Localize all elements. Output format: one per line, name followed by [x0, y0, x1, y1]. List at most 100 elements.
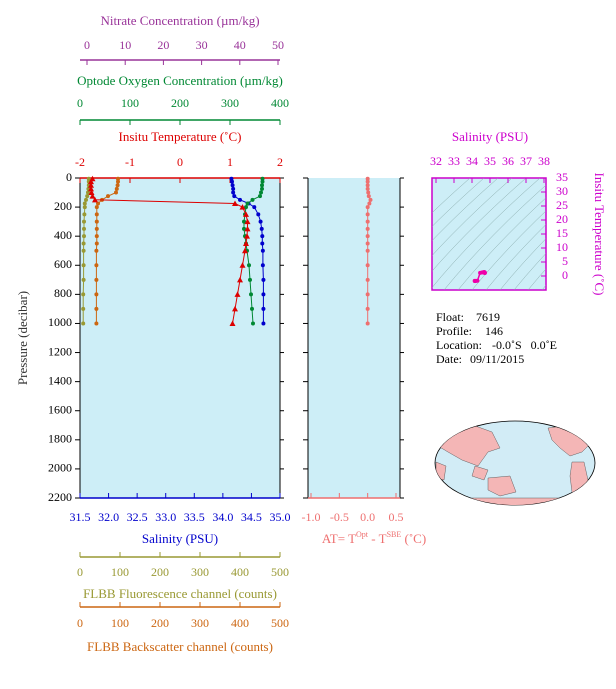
data-point	[94, 219, 99, 224]
x-tick-label: 40	[234, 38, 246, 52]
data-point	[114, 190, 118, 195]
x-tick-label: 35	[484, 154, 496, 168]
x-tick-label: 0	[77, 616, 83, 630]
data-point	[94, 205, 99, 210]
density-contour	[432, 178, 485, 227]
data-point	[259, 226, 264, 231]
x-axis-title: FLBB Fluorescence channel (counts)	[83, 586, 277, 601]
data-point	[252, 205, 257, 210]
info-value: 09/11/2015	[470, 352, 524, 366]
x-tick-label: -0.5	[330, 510, 349, 524]
data-point	[94, 277, 99, 282]
data-point	[365, 183, 370, 188]
data-point	[232, 200, 238, 206]
data-point	[116, 179, 120, 184]
data-point	[243, 240, 249, 246]
y-tick-label: 5	[562, 254, 568, 268]
data-point	[237, 276, 243, 283]
y-tick-label: 1000	[48, 315, 72, 329]
x-tick-label: 1	[227, 155, 233, 169]
data-point	[365, 226, 370, 231]
x-tick-label: 30	[196, 38, 208, 52]
x-tick-label: -2	[75, 155, 85, 169]
data-point	[88, 182, 94, 188]
data-point	[250, 306, 254, 311]
data-point	[251, 321, 255, 326]
x-axis-title-part: SBE	[387, 530, 402, 539]
info-value: -0.0˚S 0.0˚E	[492, 338, 557, 352]
data-point	[86, 176, 91, 181]
y-tick-label: 25	[556, 198, 568, 212]
x-axis-title-part: Opt	[356, 530, 369, 539]
x-tick-label: 100	[121, 96, 139, 110]
info-label: Profile:	[436, 324, 472, 338]
x-tick-label: 100	[111, 565, 129, 579]
density-contour	[527, 268, 546, 290]
x-tick-label: 34	[466, 154, 478, 168]
data-point	[260, 176, 265, 181]
x-tick-label: 2	[277, 155, 283, 169]
x-tick-label: 32.5	[127, 510, 148, 524]
data-point	[85, 194, 90, 199]
data-point	[92, 196, 98, 203]
data-point	[230, 183, 235, 188]
x-axis-title: AT= TOpt - TSBE (˚C)	[322, 530, 426, 546]
y-tick-label: 600	[54, 257, 72, 271]
density-contours	[432, 178, 546, 290]
x-tick-label: 200	[151, 565, 169, 579]
info-label: Date:	[436, 352, 462, 366]
x-tick-label: 36	[502, 154, 514, 168]
data-point	[365, 277, 370, 282]
data-point	[242, 219, 246, 224]
y-axis-title: Insitu Temperature (˚C)	[592, 172, 607, 295]
y-tick-label: 800	[54, 286, 72, 300]
data-point	[229, 320, 236, 326]
data-point	[365, 186, 370, 191]
plot-area	[80, 178, 280, 498]
data-point	[81, 321, 86, 326]
data-point	[239, 262, 246, 268]
data-point	[248, 277, 252, 282]
x-tick-label: -1.0	[302, 510, 321, 524]
data-point	[249, 292, 253, 297]
plot-area	[431, 177, 547, 291]
x-tick-label: 0.0	[360, 510, 375, 524]
data-point	[94, 234, 99, 239]
x-tick-label: 33	[448, 154, 460, 168]
x-axis-title: Nitrate Concentration (µm/kg)	[100, 13, 259, 28]
y-tick-label: 30	[556, 184, 568, 198]
data-point	[250, 197, 255, 202]
data-point	[89, 193, 96, 199]
data-point	[239, 204, 246, 210]
data-point	[261, 292, 266, 297]
x-tick-label: 300	[221, 96, 239, 110]
data-point	[88, 185, 94, 192]
data-point	[88, 189, 95, 196]
data-point	[258, 194, 262, 199]
data-point	[365, 212, 370, 217]
y-tick-label: 0	[562, 268, 568, 282]
x-tick-label: 38	[538, 154, 550, 168]
info-label: Float:	[436, 310, 464, 324]
density-contour	[443, 184, 546, 290]
data-point	[245, 201, 250, 206]
x-tick-label: 100	[111, 616, 129, 630]
y-tick-label: 10	[556, 240, 568, 254]
data-point	[365, 179, 370, 184]
x-tick-label: 33.0	[155, 510, 176, 524]
data-point	[260, 248, 265, 253]
globe-map	[434, 420, 596, 506]
data-point	[366, 190, 371, 195]
data-point	[365, 292, 370, 297]
x-tick-label: -1	[125, 155, 135, 169]
data-point	[482, 271, 487, 276]
x-tick-label: 37	[520, 154, 532, 168]
data-point	[82, 234, 86, 239]
plot-area	[308, 178, 400, 498]
data-point	[366, 194, 371, 199]
data-point	[82, 219, 86, 224]
data-point	[238, 197, 242, 202]
data-point	[365, 241, 370, 246]
data-point	[247, 263, 251, 268]
x-axis-title: Insitu Temperature (˚C)	[118, 129, 241, 144]
